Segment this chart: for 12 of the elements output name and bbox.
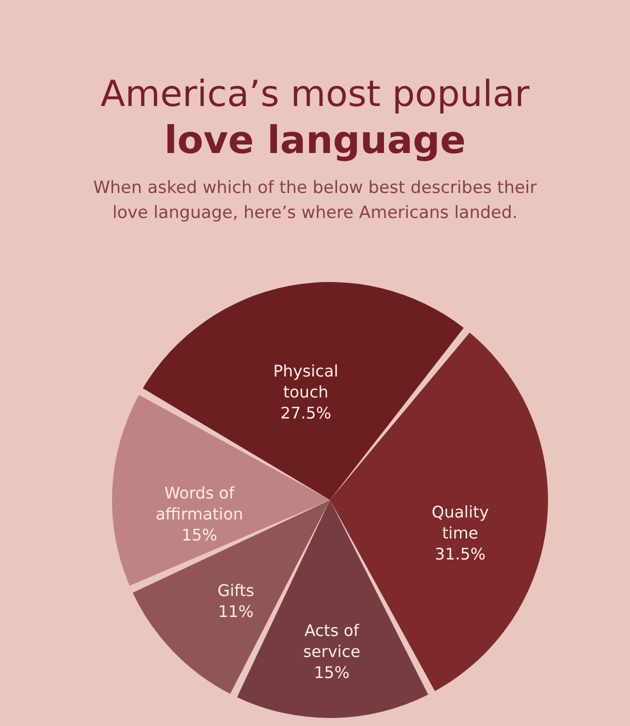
data-label: 15%: [314, 662, 350, 682]
chart-subtitle: When asked which of the below best describes their love language, here’s where Americans landed.: [93, 178, 537, 223]
data-label: 15%: [182, 526, 218, 545]
slice-label: Physical touch: [273, 361, 338, 402]
slice-label: Words of affirmation: [156, 484, 244, 524]
slice-label: Gifts: [217, 580, 254, 600]
slice-label: Acts of service: [303, 620, 360, 661]
slice-label: Quality time: [432, 502, 489, 543]
data-label: 11%: [218, 602, 254, 621]
data-label: 27.5%: [280, 403, 332, 422]
chart-title: America’s most popular love language: [100, 74, 530, 162]
data-label: 31.5%: [434, 544, 486, 564]
